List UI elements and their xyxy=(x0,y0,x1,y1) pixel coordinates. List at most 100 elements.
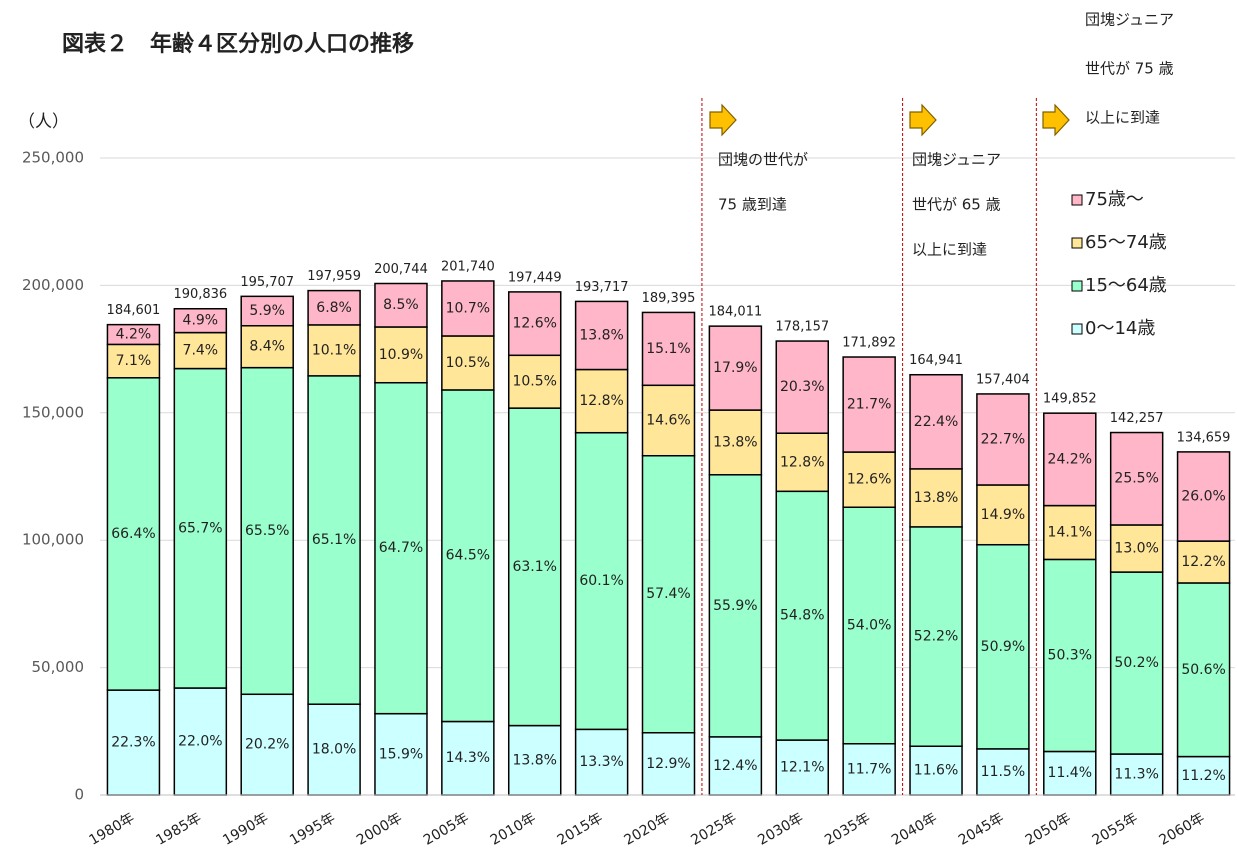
chart-title: 図表２ 年齢４区分別の人口の推移 xyxy=(62,31,414,57)
data-label: 7.1% xyxy=(116,353,152,369)
data-label: 22.7% xyxy=(981,431,1025,447)
y-tick-label: 200,000 xyxy=(22,276,84,294)
bar-segment xyxy=(106,377,161,691)
data-label: 6.8% xyxy=(316,300,352,316)
data-label: 65.5% xyxy=(245,523,289,539)
legend-swatch xyxy=(1071,237,1083,249)
data-label: 14.3% xyxy=(446,750,490,766)
bar-segment xyxy=(507,291,562,357)
total-label: 149,852 xyxy=(1043,392,1097,407)
data-label: 63.1% xyxy=(512,559,556,575)
bar-segment xyxy=(842,743,896,796)
legend-swatch xyxy=(1071,194,1083,206)
data-label: 10.7% xyxy=(446,300,490,316)
legend-label: 0〜14歳 xyxy=(1085,318,1155,339)
x-tick-label: 2050年 xyxy=(1023,810,1074,849)
x-tick-label: 1995年 xyxy=(287,810,338,849)
data-label: 11.2% xyxy=(1181,768,1225,784)
bar-segment xyxy=(240,295,294,327)
data-label: 8.4% xyxy=(249,339,285,355)
bar-segment xyxy=(775,340,830,434)
bar-segment xyxy=(1109,524,1164,573)
total-label: 171,892 xyxy=(842,336,896,351)
data-label: 13.8% xyxy=(512,752,556,768)
data-label: 25.5% xyxy=(1114,471,1158,487)
data-label: 65.1% xyxy=(312,532,356,548)
bar-segment xyxy=(441,389,495,723)
data-label: 10.5% xyxy=(446,355,490,371)
y-tick-label: 0 xyxy=(74,786,84,804)
y-tick-label: 150,000 xyxy=(22,403,84,421)
bar-segment xyxy=(441,720,495,796)
data-label: 60.1% xyxy=(579,573,623,589)
data-label: 12.9% xyxy=(646,756,690,772)
bar-segment xyxy=(441,335,495,391)
bar-segment xyxy=(374,381,428,715)
total-label: 178,157 xyxy=(775,320,829,335)
bar-segment xyxy=(976,543,1030,750)
bar-segment xyxy=(775,490,830,741)
bar-segment xyxy=(574,728,629,796)
bar-segment xyxy=(307,703,361,796)
x-tick-label: 2015年 xyxy=(555,810,606,849)
total-label: 184,011 xyxy=(708,305,762,320)
total-label: 164,941 xyxy=(909,353,963,368)
data-label: 13.8% xyxy=(713,434,757,450)
bar-segment xyxy=(641,454,696,734)
bar-segment xyxy=(909,373,963,470)
annotation: 団塊ジュニア xyxy=(912,151,1001,169)
bar-segment xyxy=(1109,571,1164,755)
legend-label: 65〜74歳 xyxy=(1085,232,1167,253)
arrows xyxy=(709,103,1070,137)
bar-segment xyxy=(775,432,830,493)
data-label: 66.4% xyxy=(111,526,155,542)
data-label: 13.3% xyxy=(579,754,623,770)
arrow xyxy=(709,103,737,137)
data-label: 14.6% xyxy=(646,413,690,429)
x-tick-label: 2020年 xyxy=(622,810,673,849)
legend-swatch xyxy=(1071,323,1083,335)
x-tick-label: 2000年 xyxy=(354,810,405,849)
y-axis-label: （人） xyxy=(18,112,69,132)
data-label: 17.9% xyxy=(713,360,757,376)
bar-segment xyxy=(374,326,428,384)
bar-segment xyxy=(1043,504,1097,561)
data-label: 12.6% xyxy=(512,316,556,332)
data-label: 7.4% xyxy=(183,343,219,359)
x-tick-label: 2035年 xyxy=(822,810,873,849)
data-label: 20.2% xyxy=(245,737,289,753)
bar-segment xyxy=(441,280,495,337)
x-tick-label: 2055年 xyxy=(1090,810,1141,849)
data-label: 8.5% xyxy=(383,297,419,313)
bar-segment xyxy=(842,356,896,453)
bar-segment xyxy=(1043,558,1097,753)
data-label: 24.2% xyxy=(1048,451,1092,467)
x-tick-label: 2010年 xyxy=(488,810,539,849)
bar-segment xyxy=(374,282,428,328)
total-label: 193,717 xyxy=(575,280,629,295)
data-label: 22.4% xyxy=(914,414,958,430)
bar-segment xyxy=(708,325,763,411)
data-label: 50.9% xyxy=(981,639,1025,655)
data-label: 12.8% xyxy=(780,454,824,470)
arrow xyxy=(909,103,937,137)
data-label: 21.7% xyxy=(847,397,891,413)
y-tick-label: 100,000 xyxy=(22,531,84,549)
data-label: 11.7% xyxy=(847,761,891,777)
data-label: 11.4% xyxy=(1048,765,1092,781)
data-label: 13.8% xyxy=(914,490,958,506)
bar-segment xyxy=(976,393,1030,486)
data-label: 64.7% xyxy=(379,540,423,556)
data-label: 52.2% xyxy=(914,629,958,645)
total-label: 201,740 xyxy=(441,259,495,274)
bar-segment xyxy=(641,311,696,387)
x-tick-label: 2030年 xyxy=(755,810,806,849)
x-tick-label: 2045年 xyxy=(956,810,1007,849)
total-label: 184,601 xyxy=(107,303,161,318)
data-label: 13.0% xyxy=(1114,541,1158,557)
bar-segment xyxy=(307,289,361,326)
data-label: 15.1% xyxy=(646,341,690,357)
x-tick-label: 2060年 xyxy=(1157,810,1208,849)
data-label: 10.9% xyxy=(379,347,423,363)
bar-segment xyxy=(173,307,228,334)
